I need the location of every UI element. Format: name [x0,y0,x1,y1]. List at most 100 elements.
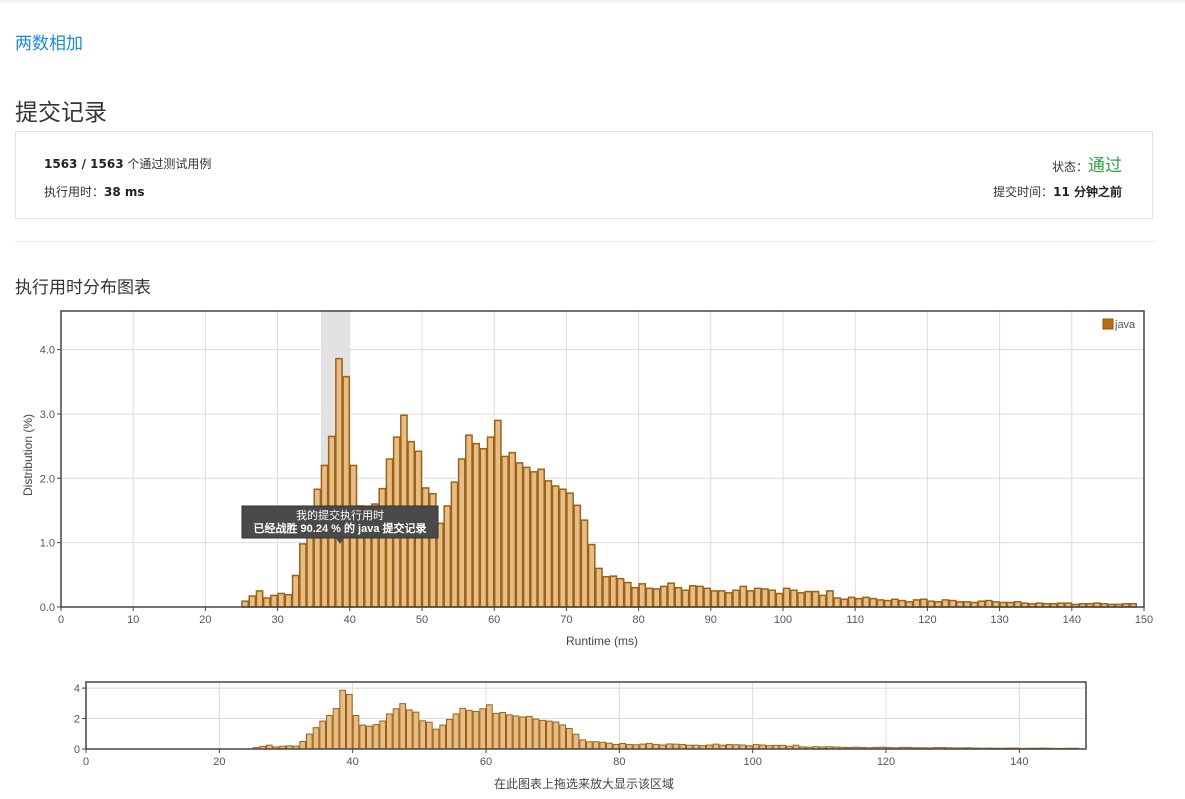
bar[interactable] [392,708,400,750]
bar[interactable] [905,601,914,608]
bar[interactable] [319,720,327,750]
bar[interactable] [898,599,906,608]
bar[interactable] [526,715,533,750]
bar[interactable] [459,707,467,750]
bar[interactable] [1013,601,1022,608]
bar[interactable] [592,741,600,750]
bar[interactable] [342,375,351,608]
bar[interactable] [532,718,540,750]
bar[interactable] [472,711,480,750]
bar[interactable] [652,588,661,608]
bar[interactable] [854,597,863,608]
bar[interactable] [631,586,639,608]
bar[interactable] [602,576,610,608]
bar[interactable] [688,585,697,608]
bar[interactable] [977,600,986,608]
bar[interactable] [768,589,777,608]
bar[interactable] [551,485,560,608]
bar[interactable] [546,720,553,750]
bar[interactable] [580,519,589,608]
bar[interactable] [499,711,507,750]
bar[interactable] [782,587,791,608]
bar[interactable] [466,709,473,750]
bar[interactable] [501,455,509,608]
bar[interactable] [558,488,567,608]
bar[interactable] [299,741,307,750]
bar[interactable] [299,543,307,608]
bar[interactable] [912,599,921,608]
bar[interactable] [332,708,340,750]
bar[interactable] [956,601,964,608]
bar[interactable] [667,582,675,608]
bar[interactable] [862,596,870,608]
bar[interactable] [255,590,264,608]
bar[interactable] [277,592,286,608]
bar[interactable] [703,587,712,608]
bar[interactable] [573,504,582,608]
bar[interactable] [486,436,495,608]
bar[interactable] [506,714,513,750]
bar[interactable] [891,598,899,608]
bar[interactable] [797,592,805,608]
bar[interactable] [522,466,531,608]
bar[interactable] [724,592,733,608]
bar[interactable] [346,693,353,750]
bar[interactable] [811,590,820,608]
bar[interactable] [366,725,373,750]
bar[interactable] [486,704,493,750]
bar[interactable] [645,587,654,608]
bar[interactable] [493,419,502,608]
bar[interactable] [446,718,453,750]
legend[interactable]: java [1102,318,1136,331]
bar[interactable] [359,724,367,750]
bar[interactable] [775,592,784,608]
bar[interactable] [566,727,573,750]
bar[interactable] [609,575,618,608]
bar[interactable] [753,587,762,608]
bar[interactable] [406,709,413,750]
bar[interactable] [372,724,380,750]
navigator-chart[interactable]: 0 20 40 60 80 100 120 140 0 2 4 在此图表上拖选来放大显示该区域 [0,672,1185,799]
bar[interactable] [660,585,668,608]
bar[interactable] [992,601,1000,608]
bar[interactable] [638,583,647,608]
bar[interactable] [681,589,690,608]
bar[interactable] [666,743,673,750]
bar[interactable] [919,598,928,608]
bar[interactable] [452,713,460,750]
bar[interactable] [326,715,333,750]
bar[interactable] [876,599,885,608]
bar[interactable] [761,588,769,608]
bar[interactable] [426,721,433,750]
bar[interactable] [840,598,849,608]
bar[interactable] [262,597,271,608]
bar[interactable] [599,741,606,750]
bar[interactable] [696,585,704,608]
bar[interactable] [710,590,719,608]
bar[interactable] [623,581,632,608]
bar[interactable] [439,724,447,750]
bar[interactable] [472,442,481,608]
problem-title-link[interactable]: 两数相加 [15,34,83,54]
bar[interactable] [479,447,488,608]
bar[interactable] [539,719,546,750]
bar[interactable] [515,462,524,608]
bar[interactable] [306,733,313,750]
bar[interactable] [457,458,466,608]
bar[interactable] [248,595,257,608]
bar[interactable] [732,589,740,608]
bar[interactable] [479,708,487,750]
bar[interactable] [465,434,473,608]
bar[interactable] [927,600,935,608]
bar[interactable] [818,594,827,608]
bar[interactable] [519,716,526,750]
bar[interactable] [804,590,813,608]
bar[interactable] [512,715,520,750]
bar[interactable] [934,601,943,608]
bar[interactable] [544,480,553,608]
bar[interactable] [537,468,545,608]
bar[interactable] [717,590,726,608]
bar[interactable] [443,505,452,608]
bar[interactable] [948,599,957,608]
bar[interactable] [241,600,249,608]
